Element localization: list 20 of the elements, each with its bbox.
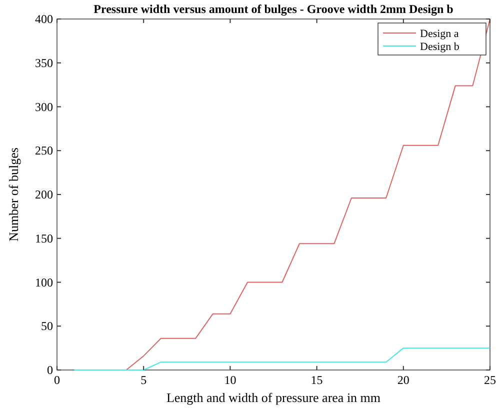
- y-tick-label: 150: [35, 231, 53, 246]
- y-tick-label: 0: [47, 363, 53, 377]
- legend-label: Design a: [420, 28, 459, 40]
- legend-label: Design b: [420, 41, 460, 53]
- y-tick-label: 350: [35, 56, 53, 70]
- x-tick-label: 20: [397, 373, 410, 387]
- y-tick-label: 300: [35, 100, 53, 114]
- y-tick-label: 50: [41, 319, 53, 334]
- y-tick-label: 400: [35, 12, 53, 26]
- line-series: [126, 18, 490, 370]
- x-tick-label: 15: [310, 373, 323, 387]
- y-tick-label: 250: [35, 144, 53, 158]
- x-axis-title: Length and width of pressure area in mm: [166, 390, 381, 405]
- x-tick-label: 5: [140, 373, 147, 387]
- y-axis-title: Number of bulges: [6, 148, 21, 242]
- chart-title: Pressure width versus amount of bulges - Groove width 2mm Design b: [94, 2, 454, 16]
- x-tick-label: 25: [484, 373, 496, 387]
- y-tick-label: 100: [35, 275, 53, 290]
- x-tick-label: 10: [224, 373, 236, 387]
- y-tick-label: 200: [35, 188, 53, 202]
